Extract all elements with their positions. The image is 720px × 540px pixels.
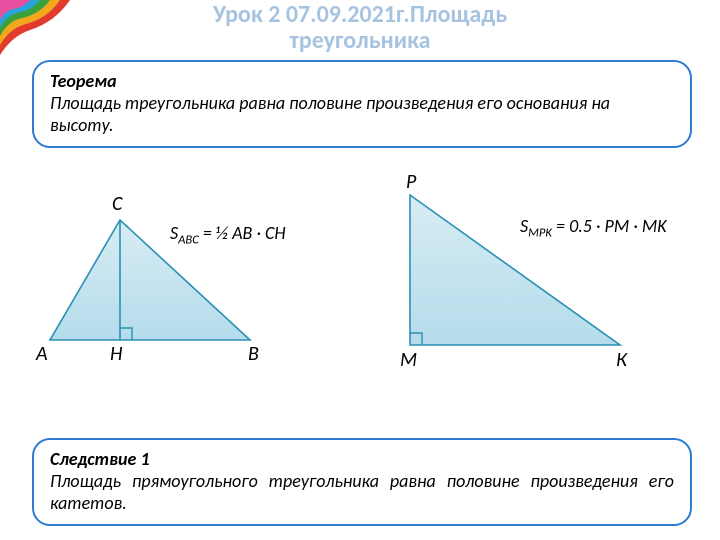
slide-title-line1: Урок 2 07.09.2021г.Площадь xyxy=(0,2,720,28)
formula-abc-s: S xyxy=(170,222,178,244)
vertex-a: A xyxy=(36,344,48,364)
slide-title: Урок 2 07.09.2021г.Площадь треугольника xyxy=(0,0,720,55)
theorem-body: Площадь треугольника равна половине прои… xyxy=(50,92,610,136)
figure-mpk: P M К SMPK = 0.5 · PM · MK xyxy=(390,185,720,380)
formula-mpk-rest: = 0.5 · PM · MK xyxy=(552,215,667,237)
formula-mpk-sub: MPK xyxy=(528,226,552,241)
vertex-c: C xyxy=(112,194,122,214)
formula-abc-rest: = ½ AB · CH xyxy=(199,222,286,244)
vertex-m: M xyxy=(400,350,417,370)
vertex-p: P xyxy=(406,172,416,192)
triangle-mpk-svg xyxy=(390,185,640,365)
formula-mpk: SMPK = 0.5 · PM · MK xyxy=(520,215,667,241)
vertex-h: H xyxy=(110,344,122,364)
formula-mpk-s: S xyxy=(520,215,528,237)
corollary-box: Следствие 1 Площадь прямоугольного треуг… xyxy=(32,438,692,526)
formula-abc-sub: ABC xyxy=(178,233,199,248)
vertex-b: B xyxy=(248,344,259,364)
vertex-k: К xyxy=(616,350,627,370)
figure-abc: A B C H SABC = ½ AB · CH xyxy=(40,200,360,375)
theorem-box: Теорема Площадь треугольника равна полов… xyxy=(32,60,692,148)
theorem-lead: Теорема xyxy=(50,70,117,92)
corollary-lead: Следствие 1 xyxy=(50,448,150,470)
figures-row: A B C H SABC = ½ AB · CH P M К SMPK = 0.… xyxy=(40,200,690,410)
corollary-body: Площадь прямоугольного треугольника равн… xyxy=(50,470,674,514)
formula-abc: SABC = ½ AB · CH xyxy=(170,222,286,248)
slide-title-line2: треугольника xyxy=(0,28,720,54)
